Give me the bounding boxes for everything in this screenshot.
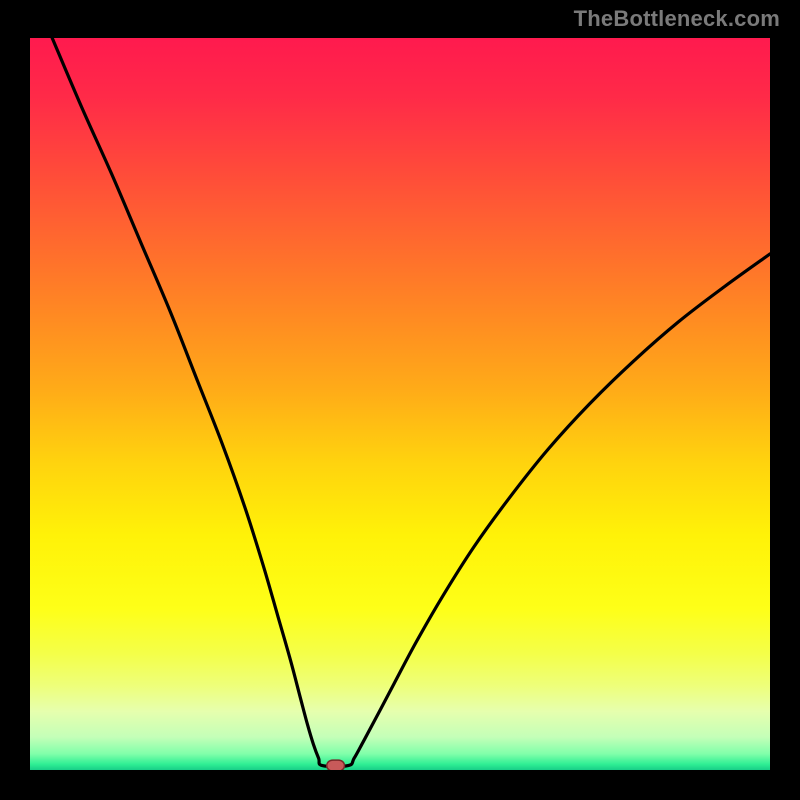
bottleneck-chart (30, 38, 770, 770)
chart-frame: TheBottleneck.com (0, 0, 800, 800)
plot-background (30, 38, 770, 770)
optimum-marker (327, 760, 345, 770)
watermark-text: TheBottleneck.com (574, 6, 780, 32)
